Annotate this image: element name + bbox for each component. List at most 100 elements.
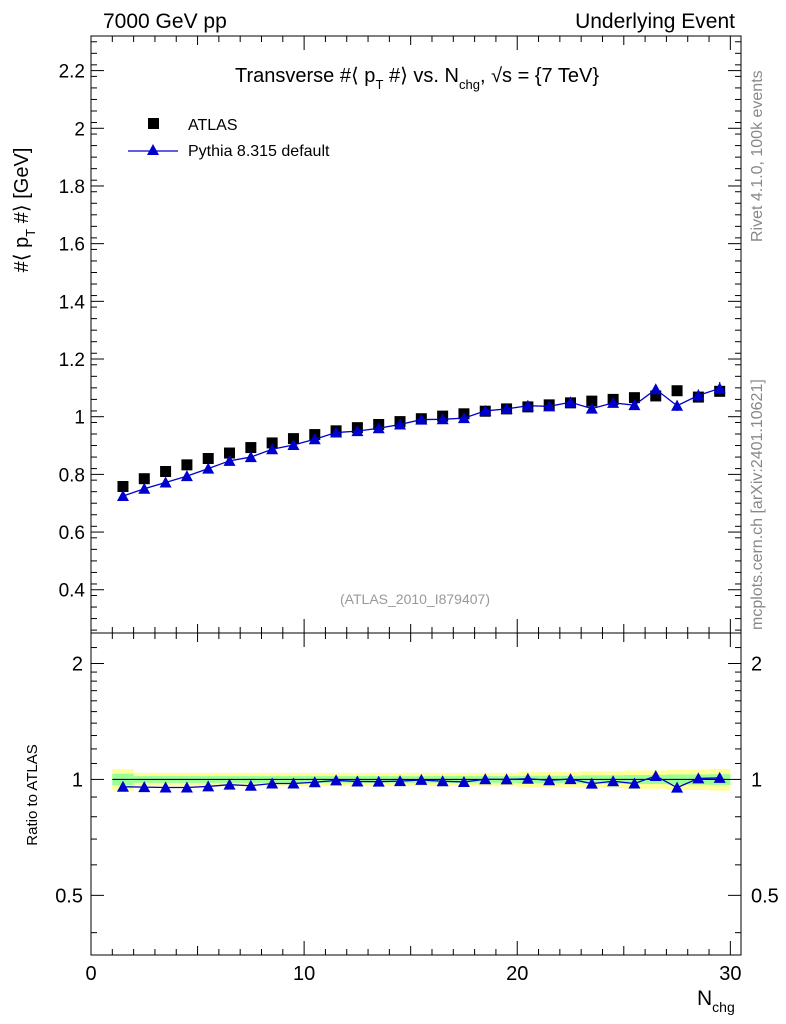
x-tick-label: 10 bbox=[293, 963, 315, 985]
atlas-data-point bbox=[160, 465, 172, 477]
pythia-point bbox=[479, 404, 492, 416]
pythia-point bbox=[415, 413, 428, 425]
ratio-pythia-point bbox=[415, 773, 428, 785]
ratio-pythia-point bbox=[521, 772, 534, 784]
mcplots-label: mcplots.cern.ch [arXiv:2401.10621] bbox=[749, 379, 766, 630]
ratio-pythia-point bbox=[202, 780, 215, 792]
ratio-pythia-point bbox=[266, 777, 279, 789]
pythia-point bbox=[543, 400, 556, 412]
ratio-pythia-point bbox=[500, 773, 513, 785]
ratio-y-tick-label: 2 bbox=[72, 653, 83, 675]
pythia-point bbox=[202, 462, 215, 474]
pythia-point bbox=[500, 402, 513, 414]
main-y-tick-label: 0.6 bbox=[59, 523, 85, 544]
pythia-point bbox=[180, 470, 193, 482]
pythia-point bbox=[351, 425, 364, 437]
main-y-tick-label: 0.8 bbox=[59, 465, 85, 486]
ratio-y-tick-label-right: 2 bbox=[751, 653, 762, 675]
ratio-pythia-point bbox=[713, 771, 726, 783]
ratio-pythia-point bbox=[180, 781, 193, 793]
main-y-axis-label: #⟨ pT #⟩ [GeV] bbox=[11, 148, 38, 273]
ratio-pythia-point bbox=[287, 777, 300, 789]
ratio-pythia-point bbox=[607, 775, 620, 787]
pythia-point bbox=[649, 383, 662, 395]
pythia-point bbox=[138, 482, 151, 494]
pythia-point bbox=[308, 433, 321, 445]
main-y-tick-label: 1.8 bbox=[59, 177, 85, 198]
plot-title: Transverse #⟨ pT #⟩ vs. Nchg, √s = {7 Te… bbox=[235, 65, 599, 92]
pythia-point bbox=[436, 413, 449, 425]
pythia-line bbox=[122, 387, 720, 497]
atlas-data-point bbox=[671, 385, 683, 397]
main-y-tick-label: 1.4 bbox=[59, 292, 86, 313]
pythia-point bbox=[223, 454, 236, 466]
main-y-tick-label: 1.6 bbox=[59, 235, 85, 256]
legend: ATLAS Pythia 8.315 default bbox=[128, 117, 330, 160]
analysis-watermark: (ATLAS_2010_I879407) bbox=[340, 591, 490, 607]
ratio-pythia-point bbox=[564, 773, 577, 785]
pythia-point bbox=[372, 422, 385, 434]
ratio-pythia-point bbox=[436, 775, 449, 787]
atlas-data-point bbox=[287, 433, 299, 445]
pythia-point bbox=[330, 426, 343, 438]
pythia-point bbox=[116, 490, 129, 502]
pythia-point bbox=[628, 399, 641, 411]
main-y-tick-label: 0.4 bbox=[59, 581, 86, 602]
atlas-data-point bbox=[650, 390, 662, 402]
ratio-pythia-point bbox=[244, 779, 257, 791]
ratio-pythia-point bbox=[116, 780, 129, 792]
header-right-label: Underlying Event bbox=[575, 10, 735, 33]
ratio-pythia-point bbox=[671, 781, 684, 793]
legend-pythia-label: Pythia 8.315 default bbox=[188, 143, 330, 160]
main-y-tick-label: 2.2 bbox=[59, 62, 85, 83]
ratio-pythia-point bbox=[649, 769, 662, 781]
ratio-marks-group bbox=[112, 768, 731, 793]
main-y-tick-label: 1 bbox=[74, 408, 85, 429]
pythia-point bbox=[394, 418, 407, 430]
pythia-point bbox=[521, 399, 534, 411]
ratio-pythia-point bbox=[372, 775, 385, 787]
ratio-pythia-point bbox=[138, 781, 151, 793]
ratio-pythia-point bbox=[628, 777, 641, 789]
legend-atlas-label: ATLAS bbox=[188, 117, 238, 134]
ratio-axis-group: 0 10 20 30 0.5 0.5 1 1 2 2 bbox=[55, 633, 779, 985]
pythia-point bbox=[671, 399, 684, 411]
pythia-point bbox=[692, 389, 705, 401]
x-tick-label: 0 bbox=[85, 963, 96, 985]
atlas-data-point bbox=[202, 453, 214, 465]
pythia-point bbox=[244, 451, 257, 463]
pythia-point bbox=[713, 382, 726, 394]
atlas-data-point bbox=[266, 437, 278, 449]
x-axis-label: Nchg bbox=[697, 987, 735, 1015]
ratio-y-axis-label: Ratio to ATLAS bbox=[24, 744, 41, 845]
ratio-pythia-point bbox=[394, 775, 407, 787]
pythia-point bbox=[287, 438, 300, 450]
ratio-pythia-point bbox=[585, 777, 598, 789]
pythia-point bbox=[266, 443, 279, 455]
atlas-data-point bbox=[181, 459, 193, 471]
pythia-point bbox=[607, 396, 620, 408]
ratio-plot-frame bbox=[90, 632, 742, 956]
pythia-point bbox=[585, 402, 598, 414]
ratio-pythia-point bbox=[457, 775, 470, 787]
ratio-pythia-point bbox=[330, 774, 343, 786]
ratio-pythia-point bbox=[543, 774, 556, 786]
pythia-point bbox=[159, 476, 172, 488]
ratio-pythia-point bbox=[351, 775, 364, 787]
ratio-pythia-point bbox=[159, 781, 172, 793]
legend-pythia-marker bbox=[147, 144, 159, 155]
rivet-info-label: Rivet 4.1.0, 100k events bbox=[749, 70, 766, 242]
ratio-pythia-point bbox=[692, 772, 705, 784]
ratio-y-tick-label-right: 1 bbox=[751, 769, 762, 791]
pythia-point bbox=[457, 412, 470, 424]
legend-atlas-marker bbox=[148, 118, 159, 129]
atlas-data-point bbox=[245, 442, 257, 454]
atlas-data-point bbox=[138, 473, 150, 485]
ratio-y-tick-label: 0.5 bbox=[55, 885, 83, 907]
main-y-tick-label: 2 bbox=[74, 119, 85, 140]
atlas-data-point bbox=[628, 392, 640, 404]
pythia-point bbox=[564, 396, 577, 408]
ratio-y-tick-label-right: 0.5 bbox=[751, 885, 779, 907]
ratio-pythia-point bbox=[479, 773, 492, 785]
